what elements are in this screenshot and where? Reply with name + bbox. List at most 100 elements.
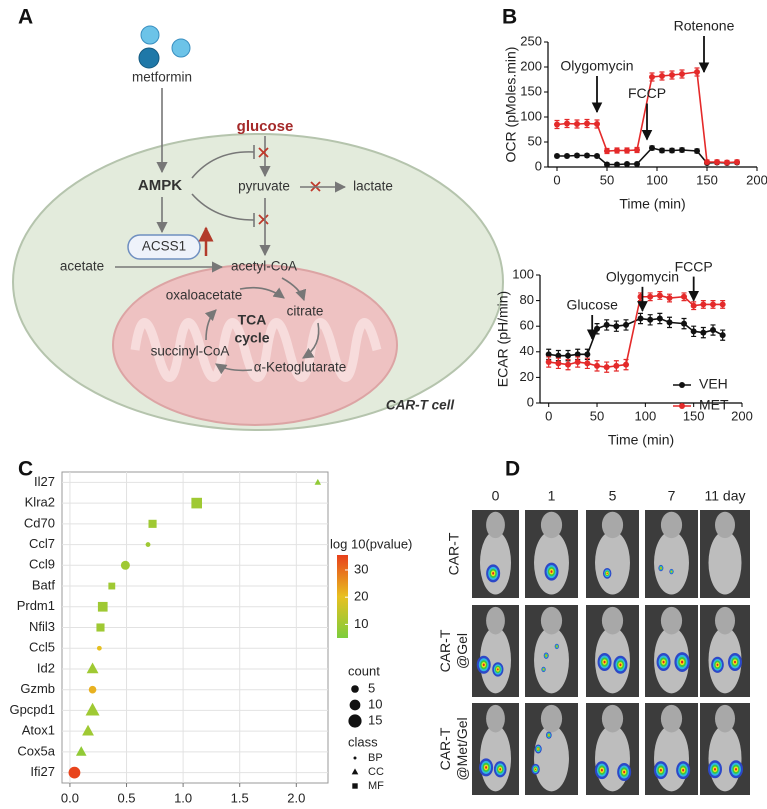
data-point	[734, 159, 740, 165]
data-point	[659, 73, 665, 79]
mitochondrion	[112, 264, 398, 426]
y-tick-label: Gzmb	[20, 681, 55, 696]
x-tick-label: 200	[746, 172, 767, 187]
legend-label: MF	[368, 780, 384, 792]
column-label: 1	[548, 488, 556, 504]
data-point	[565, 352, 572, 359]
y-tick-label: Cd70	[24, 515, 55, 530]
data-point	[634, 147, 640, 153]
row-label: CAR-T	[437, 727, 453, 770]
data-point	[719, 332, 726, 339]
legend-marker	[353, 756, 357, 760]
signal	[623, 770, 626, 774]
x-tick-label: 100	[634, 408, 656, 423]
mouse-body	[534, 627, 569, 694]
colorbar-label: 20	[354, 589, 368, 604]
data-point	[669, 147, 675, 154]
signal	[550, 570, 553, 573]
arrow	[204, 309, 217, 341]
data-point	[145, 542, 151, 547]
signal	[734, 660, 736, 664]
x-tick-label: 0	[553, 172, 560, 187]
y-tick-label: 20	[520, 369, 534, 384]
x-axis-label: Time (min)	[608, 432, 674, 448]
y-tick-label: 100	[512, 266, 534, 281]
annotation: Rotenone	[674, 18, 735, 34]
label: TCA	[238, 312, 267, 328]
data-point	[82, 724, 94, 736]
signal	[482, 663, 485, 667]
data-point	[555, 360, 562, 367]
data-point	[649, 145, 655, 151]
annotation: FCCP	[628, 85, 666, 101]
data-point	[594, 153, 600, 159]
data-point	[613, 362, 620, 369]
mouse-body	[654, 627, 689, 694]
molecule	[138, 47, 160, 69]
signal	[545, 655, 547, 657]
mouse-body	[654, 725, 689, 792]
data-point	[637, 315, 644, 322]
mouse-head	[486, 511, 505, 539]
data-point	[624, 147, 630, 154]
x-tick-label: 1.5	[231, 790, 249, 805]
mouse-body	[595, 725, 630, 792]
signal	[681, 660, 684, 664]
mouse-body	[479, 531, 512, 595]
y-tick-label: Id2	[37, 660, 55, 675]
data-point	[120, 560, 130, 570]
data-point	[86, 662, 99, 674]
data-point	[574, 152, 580, 159]
data-point	[108, 582, 116, 590]
molecule	[140, 25, 160, 45]
y-tick-label: 50	[528, 133, 542, 148]
label: cycle	[234, 330, 269, 346]
data-point	[656, 292, 663, 299]
legend-marker	[351, 685, 359, 693]
y-tick-label: 100	[520, 108, 542, 123]
mouse-head	[540, 704, 563, 733]
y-tick-label: Ccl5	[29, 640, 55, 655]
y-tick-label: 0	[535, 158, 542, 173]
x-tick-label: 50	[590, 408, 604, 423]
mouse-head	[715, 511, 735, 539]
data-point	[85, 702, 100, 716]
data-point	[700, 329, 707, 336]
label: ACSS1	[142, 239, 186, 254]
legend-title: class	[348, 734, 378, 749]
mouse-head	[486, 606, 505, 635]
data-point	[574, 351, 581, 358]
signal	[735, 767, 737, 771]
label: CAR-T cell	[386, 398, 455, 413]
data-point	[704, 159, 710, 165]
data-point	[710, 327, 717, 334]
panel-label: A	[18, 6, 33, 29]
colorbar	[337, 555, 348, 638]
y-tick-label: 250	[520, 33, 542, 48]
data-point	[554, 121, 560, 128]
x-tick-label: 200	[731, 408, 753, 423]
legend-label: 10	[368, 696, 382, 711]
annotation: Olygomycin	[560, 58, 633, 74]
data-point	[694, 69, 700, 75]
x-tick-label: 150	[696, 172, 718, 187]
legend-label: 15	[368, 712, 382, 727]
block	[258, 147, 321, 225]
x-axis-label: Time (min)	[619, 196, 685, 212]
legend-marker	[351, 768, 359, 775]
data-point	[647, 316, 654, 323]
signal	[497, 668, 499, 671]
data-point	[700, 301, 707, 308]
colorbar-label: 30	[354, 561, 368, 576]
signal	[716, 663, 719, 666]
signal	[543, 669, 544, 670]
y-tick-label: 0	[527, 394, 534, 409]
data-point	[564, 153, 570, 159]
y-tick-label: Gpcpd1	[9, 702, 55, 717]
panel-label: B	[502, 6, 517, 29]
signal	[499, 768, 502, 771]
data-point	[584, 351, 591, 358]
legend-marker	[679, 382, 685, 388]
signal	[548, 734, 550, 736]
